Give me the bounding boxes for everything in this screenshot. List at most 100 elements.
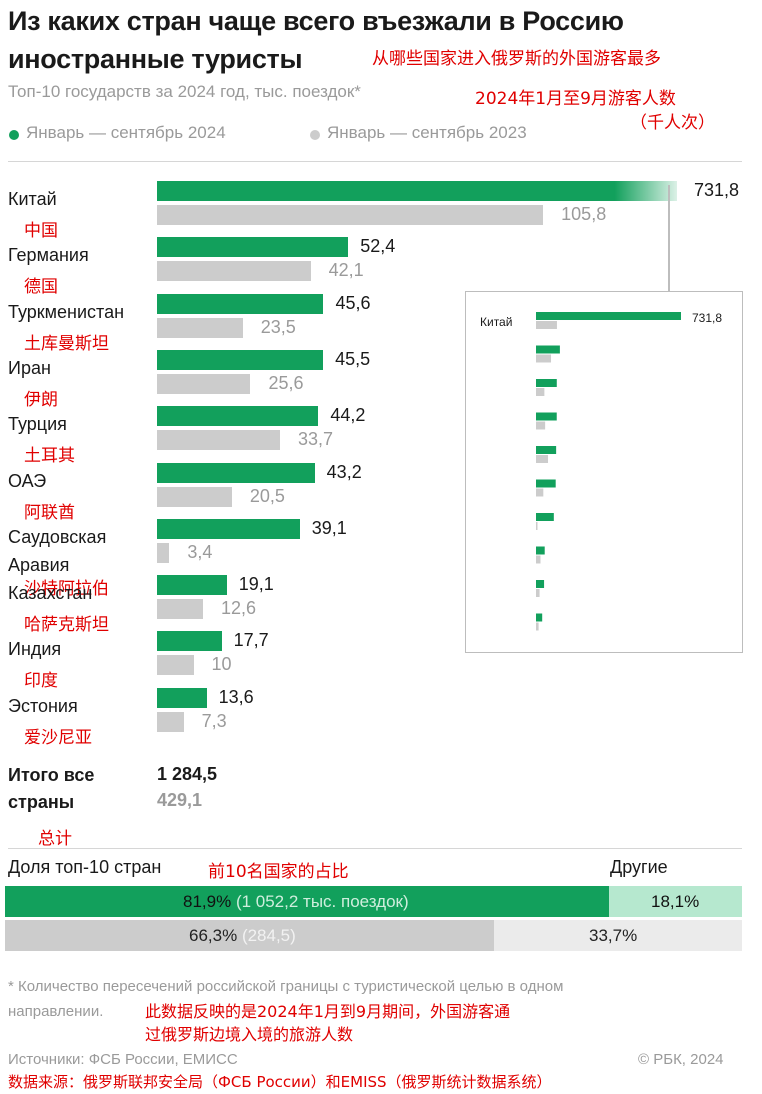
total-2023-value: 429,1 (157, 790, 203, 810)
value-label-2023: 10 (211, 654, 232, 675)
total-translation: 总计 (38, 829, 72, 849)
value-label-2024: 45,6 (335, 292, 371, 313)
inset-bar-2024 (536, 412, 557, 421)
total-label-line-1: Итого все (8, 765, 95, 785)
share-2023-other: 33,7% (589, 926, 638, 945)
value-label-2024: 39,1 (311, 517, 347, 538)
share-bar-2024: 81,9% (1 052,2 тыс. поездок) 18,1% (5, 886, 742, 917)
country-label: ОАЭ (8, 470, 47, 491)
subtitle-translation: 2024年1月至9月游客人数 (475, 89, 676, 109)
inset-bar-2024 (536, 345, 560, 354)
inset-bar-2023 (536, 522, 538, 530)
value-label-2023: 105,8 (561, 204, 607, 224)
bar-2024 (157, 349, 324, 370)
footnote-line-1: * Количество пересечений российской гран… (8, 978, 564, 995)
value-label-2024: 45,5 (335, 348, 371, 369)
bar-2023 (157, 317, 243, 338)
bar-2023 (157, 430, 280, 451)
copyright: © РБК, 2024 (638, 1051, 724, 1068)
legend-2024-swatch (9, 130, 19, 140)
footnote-translation: 此数据反映的是2024年1月到9月期间，外国游客通 过俄罗斯边境入境的旅游人数 (145, 1000, 510, 1046)
bar-2024 (157, 406, 319, 427)
inset-label: Китай (480, 315, 512, 329)
country-translation: 沙特阿拉伯 (24, 578, 109, 599)
bar-2023 (157, 261, 311, 282)
value-label-2023: 12,6 (220, 598, 257, 619)
share-bar-2023-fill (5, 920, 494, 951)
share-bar-2023: 66,3% (284,5) 33,7% (5, 920, 742, 951)
sources: Источники: ФСБ России, ЕМИСС (8, 1051, 238, 1068)
title-line-2: иностранные туристы (8, 44, 303, 74)
inset-bar-2023 (536, 321, 557, 329)
inset-bar-2023 (536, 589, 540, 597)
country-translation: 德国 (24, 277, 58, 298)
header-divider (8, 161, 742, 162)
inset-bar-2024 (536, 513, 554, 521)
title-line-1: Из каких стран чаще всего въезжали в Рос… (8, 6, 624, 36)
subtitle-translation-2: （千人次） (630, 113, 715, 133)
share-2024-percent: 81,9% (1 052,2 тыс. поездок) (183, 892, 409, 911)
country-translation: 印度 (24, 671, 58, 692)
bar-chart: Китай 中国 731,8 105,8 Германия 德国 52,4 42,1 Туркм… (8, 180, 739, 748)
country-translation: 阿联酋 (24, 502, 75, 523)
value-label-2023: 3,4 (187, 541, 213, 562)
total-2024-value: 1 284,5 (157, 764, 218, 784)
bar-2024 (157, 462, 315, 483)
footnote-translation-2: 过俄罗斯边境入境的旅游人数 (145, 1025, 354, 1044)
country-label: Эстония (8, 695, 78, 716)
inset-bar-2023 (536, 354, 552, 363)
country-translation: 中国 (24, 221, 58, 241)
bar-2024 (157, 237, 349, 258)
share-divider (8, 848, 742, 849)
inset-bar-2024 (536, 312, 681, 320)
sources-translation: 数据来源：俄罗斯联邦安全局（ФСБ России）和EMISS（俄罗斯统计数据系… (8, 1073, 552, 1091)
country-label: Индия (8, 639, 62, 660)
value-label-2024: 13,6 (218, 686, 254, 707)
bar-2023 (157, 599, 203, 620)
value-label-2024: 52,4 (360, 236, 396, 257)
share-label: Доля топ-10 стран (8, 857, 162, 877)
value-label-2023: 20,5 (249, 485, 285, 506)
bar-2024 (157, 575, 227, 596)
bar-2023 (157, 205, 544, 225)
footnote: * Количество пересечений российской гран… (8, 974, 563, 1024)
page-title: Из каких стран чаще всего въезжали в Рос… (8, 2, 624, 78)
value-label-2023: 42,1 (328, 260, 364, 281)
bar-2023 (157, 711, 184, 732)
value-label-2024: 44,2 (330, 405, 366, 426)
country-label: Иран (8, 357, 51, 378)
value-label-2023: 7,3 (201, 710, 227, 731)
country-translation: 土库曼斯坦 (24, 333, 109, 354)
country-label: Казахстан (8, 583, 93, 604)
inset-bar-2023 (536, 622, 539, 631)
total-label-line-2: страны (8, 792, 75, 812)
value-label-2024: 43,2 (326, 461, 362, 482)
bar-2024 (157, 687, 207, 708)
share-translation: 前10名国家的占比 (208, 862, 349, 882)
inset-bar-2023 (536, 555, 541, 564)
country-label: Турция (8, 414, 67, 435)
country-label: Китай (8, 189, 57, 209)
share-2023-percent: 66,3% (284,5) (189, 926, 296, 945)
inset-bar-2024 (536, 546, 545, 555)
country-translation: 伊朗 (24, 389, 58, 410)
inset-bar-2024 (536, 613, 543, 622)
country-label: Германия (8, 245, 89, 266)
value-label-2024: 17,7 (233, 630, 269, 651)
value-label-2023: 25,6 (268, 372, 304, 393)
bar-2023 (157, 373, 251, 394)
inset-bar-2024 (536, 580, 545, 588)
inset-bar-2024 (536, 379, 557, 387)
bar-2023 (157, 486, 232, 507)
title-translation: 从哪些国家进入俄罗斯的外国游客最多 (372, 49, 661, 69)
country-translation: 爱沙尼亚 (24, 727, 92, 748)
share-bar-2024-fill (5, 886, 609, 917)
inset-value-label: 731,8 (692, 311, 722, 325)
legend-2023-label: Январь — сентябрь 2023 (327, 123, 527, 142)
value-label-2023: 33,7 (298, 429, 334, 450)
country-translation: 土耳其 (24, 446, 75, 467)
chart-subtitle: Топ-10 государств за 2024 год, тыс. поез… (8, 82, 361, 101)
legend-2024-label: Январь — сентябрь 2024 (26, 123, 226, 142)
value-label-2024: 19,1 (238, 574, 274, 595)
bar-2024 (157, 181, 677, 201)
